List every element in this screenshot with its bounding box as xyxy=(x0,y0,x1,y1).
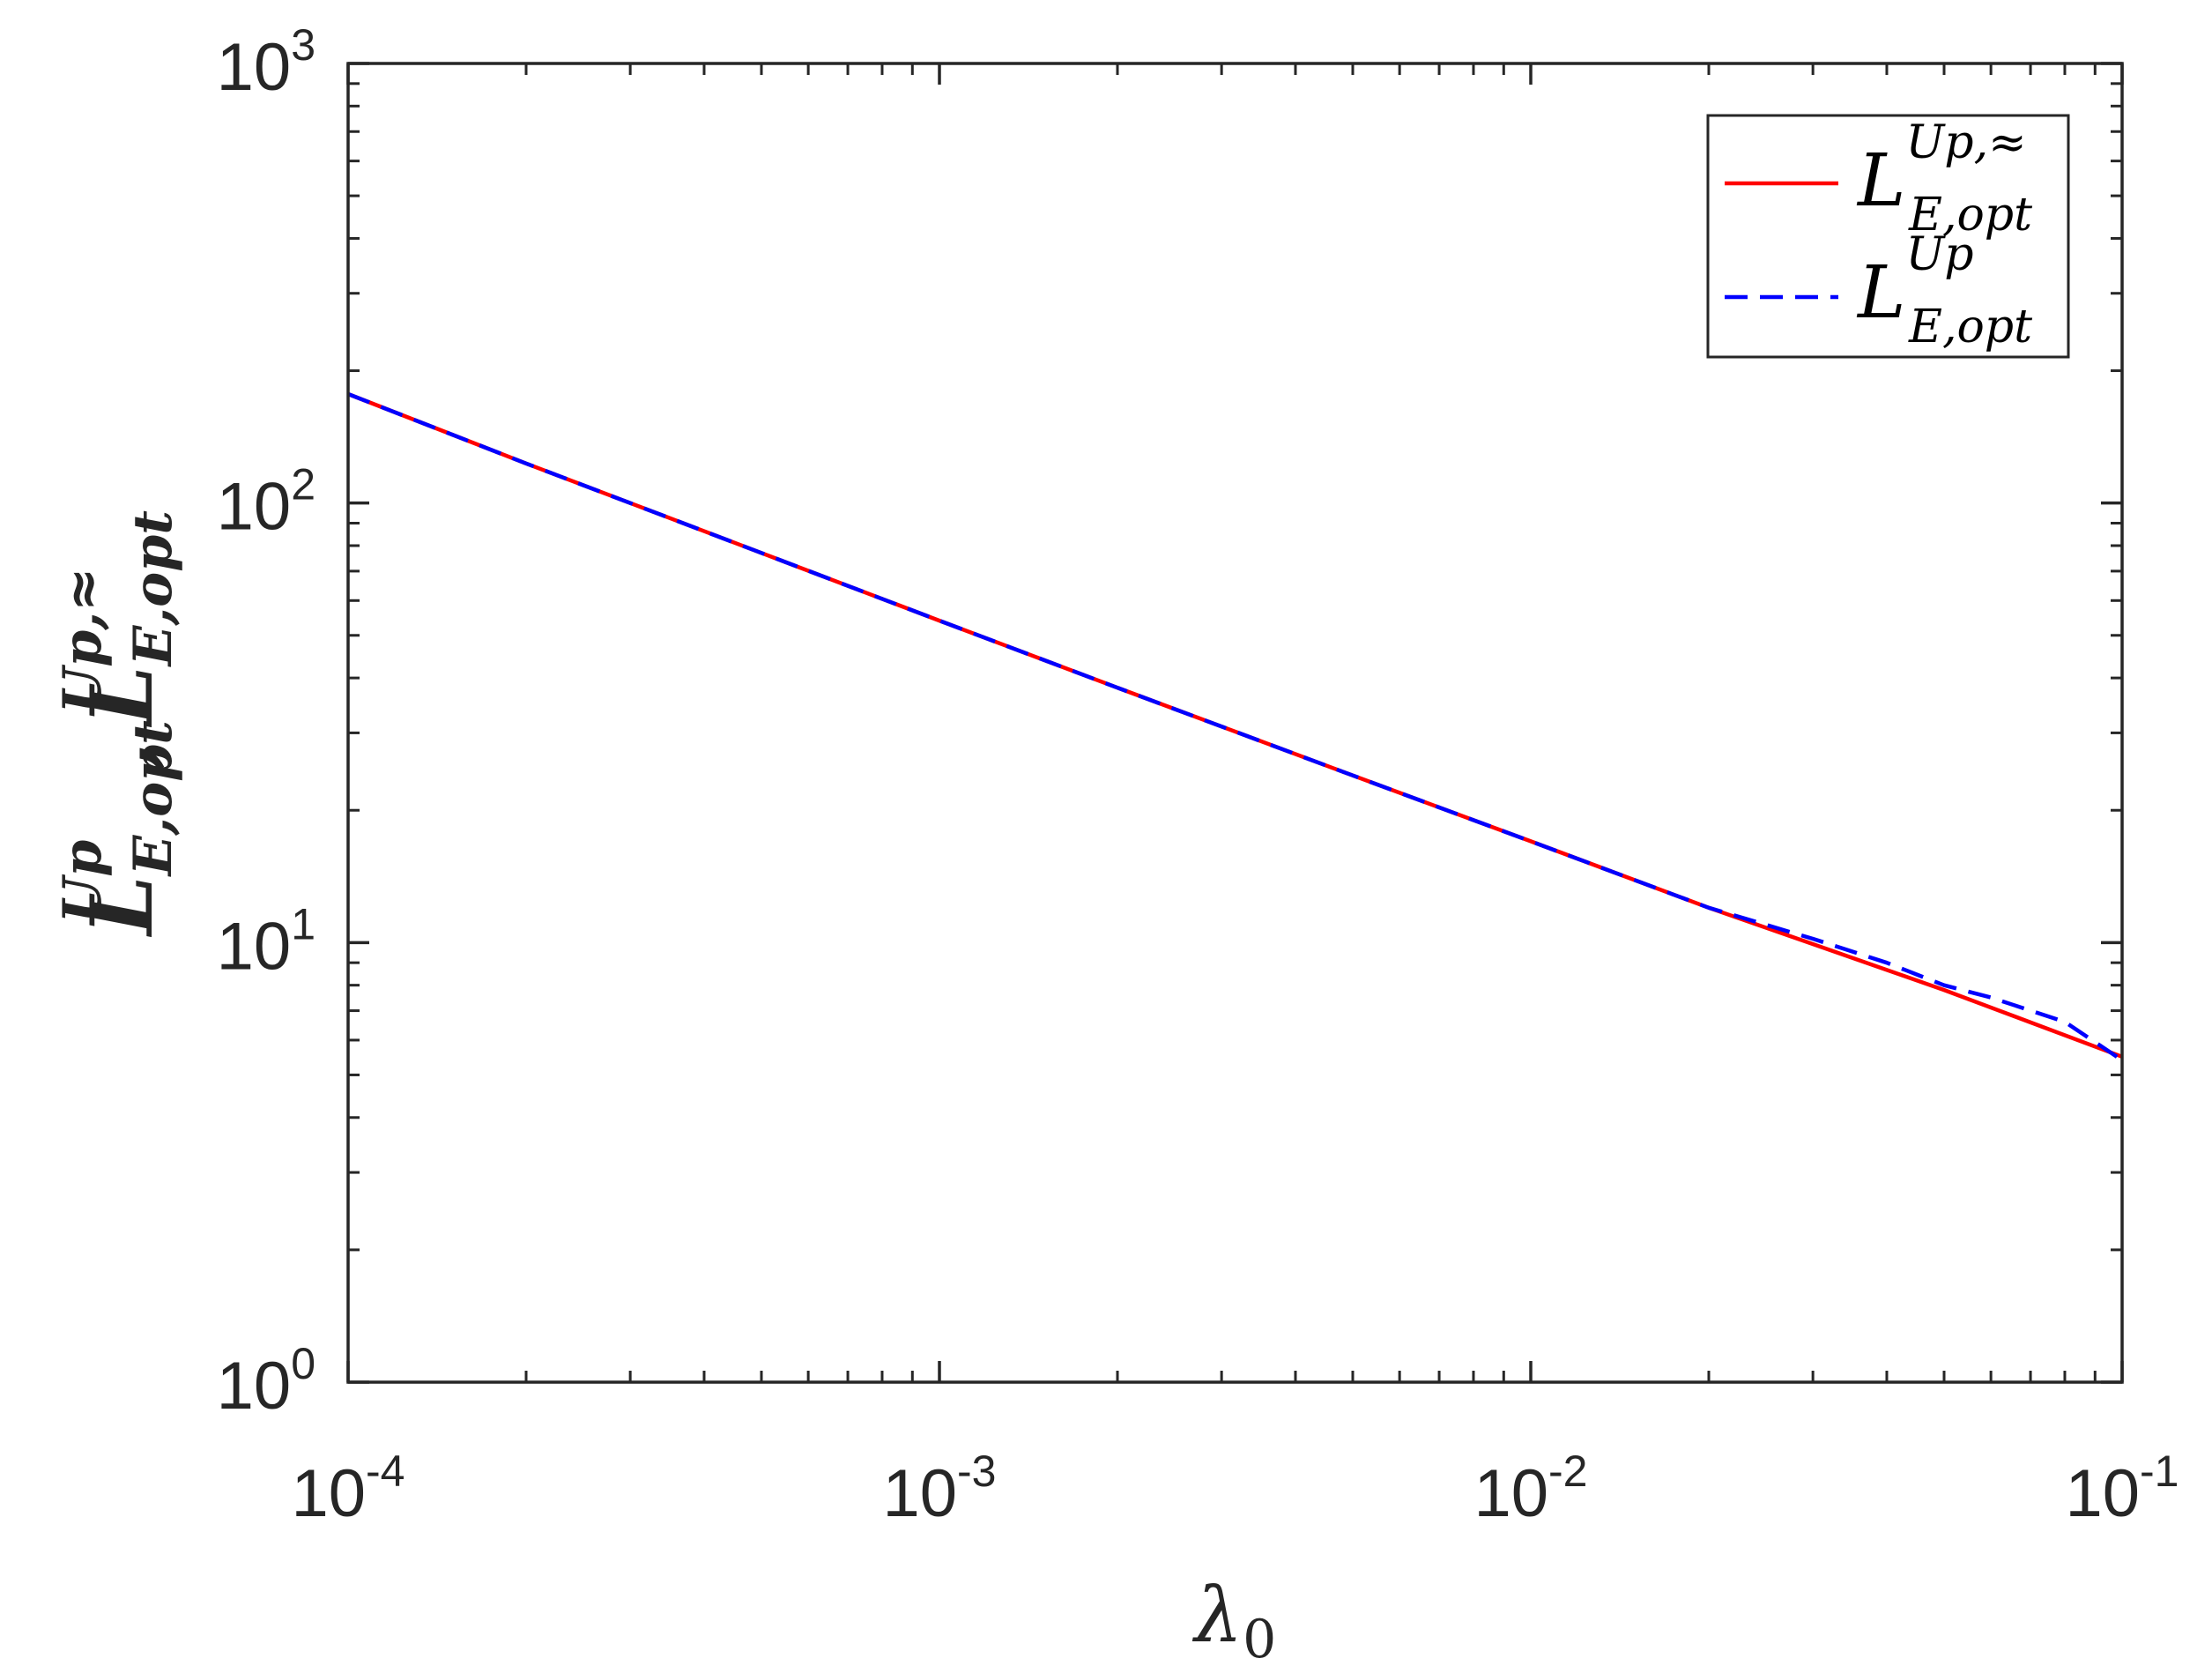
legend-exact-sup: Up xyxy=(1905,228,1973,281)
legend-box xyxy=(1706,114,2070,359)
y-title-1-main: L xyxy=(72,875,172,938)
x-tick-label: 10-3 xyxy=(882,1447,996,1531)
x-tick-exp: -2 xyxy=(1548,1447,1587,1496)
y-title-1-sub: E,opt xyxy=(122,720,184,878)
x-tick-exp: -3 xyxy=(957,1447,996,1496)
x-axis-title: λ0 xyxy=(1192,1572,1277,1666)
x-axis-title-main: λ xyxy=(1192,1572,1243,1660)
axes-box xyxy=(346,62,2124,1384)
x-tick-label: 10-2 xyxy=(1473,1447,1587,1531)
x-tick-base: 10 xyxy=(2065,1456,2140,1531)
y-tick-base: 10 xyxy=(217,1349,292,1424)
y-tick-base: 10 xyxy=(217,30,292,105)
y-title-1-sup: Up xyxy=(52,840,114,923)
x-axis-title-sub: 0 xyxy=(1243,1609,1276,1666)
legend-exact-main: L xyxy=(1856,251,1905,335)
y-title-separator: , xyxy=(81,743,170,770)
y-title-2-sup: Up,≈ xyxy=(52,568,114,713)
y-tick-exp: 3 xyxy=(291,20,315,70)
svg-text:LE,optUp,LE,optUp,≈: LE,optUp,LE,optUp,≈ xyxy=(52,510,184,938)
legend-approx-main: L xyxy=(1856,139,1905,223)
series-line-0 xyxy=(347,391,2123,1059)
y-tick-exp: 1 xyxy=(291,899,315,948)
x-tick-base: 10 xyxy=(291,1456,366,1531)
y-tick-exp: 0 xyxy=(291,1339,315,1388)
legend-approx-sub: E,opt xyxy=(1908,189,2032,242)
legend-exact-sub: E,opt xyxy=(1908,301,2032,353)
x-tick-label: 10-1 xyxy=(2065,1447,2179,1531)
y-tick-exp: 2 xyxy=(291,460,315,509)
series-line-1 xyxy=(347,391,2124,1062)
series-layer xyxy=(347,391,2124,1062)
x-tick-exp: -1 xyxy=(2140,1447,2179,1496)
x-tick-labels: 10-4 10-3 10-2 10-1 xyxy=(291,1447,2179,1531)
legend-label-approx: LUp,≈ E,opt xyxy=(1856,116,2032,242)
y-tick-base: 10 xyxy=(217,909,292,984)
x-tick-base: 10 xyxy=(882,1456,957,1531)
minor-ticks xyxy=(348,63,2122,1382)
y-axis-title: LE,optUp,LE,optUp,≈ xyxy=(52,510,184,938)
x-tick-exp: -4 xyxy=(366,1447,405,1496)
y-tick-label: 100 xyxy=(217,1339,315,1424)
y-tick-base: 10 xyxy=(217,470,292,545)
y-title-2-main: L xyxy=(72,666,172,728)
legend: LUp,≈ E,opt LUp E,opt xyxy=(1706,114,2070,359)
legend-label-exact: LUp E,opt xyxy=(1856,228,2032,353)
x-tick-label: 10-4 xyxy=(291,1447,405,1531)
y-title-2-sub: E,opt xyxy=(122,510,184,668)
y-tick-label: 102 xyxy=(217,460,315,545)
y-tick-label: 101 xyxy=(217,899,315,984)
legend-approx-sup: Up,≈ xyxy=(1905,116,2026,169)
x-tick-base: 10 xyxy=(1473,1456,1548,1531)
y-tick-label: 103 xyxy=(217,20,315,105)
